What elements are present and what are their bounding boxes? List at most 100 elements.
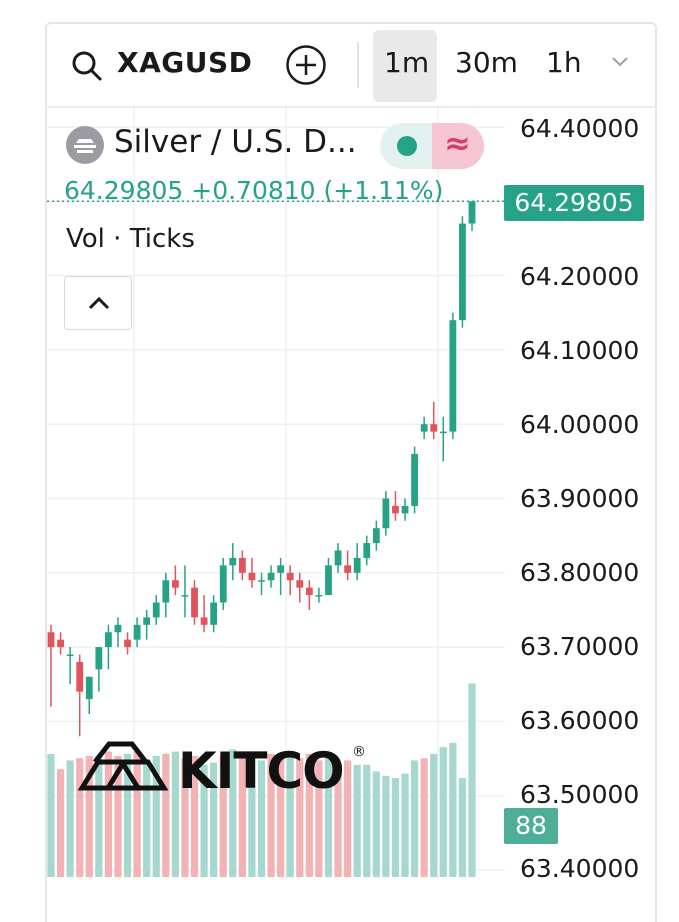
- price-axis-label: 64.10000: [520, 336, 640, 365]
- volume-bar: [181, 758, 189, 877]
- volume-bar: [171, 751, 179, 877]
- market-open-dot-icon: [397, 136, 417, 156]
- volume-bar: [104, 751, 113, 877]
- candle-body: [363, 543, 371, 558]
- candle-body: [162, 580, 170, 603]
- candle-body: [315, 595, 323, 597]
- volume-bar: [420, 758, 428, 877]
- candle-body: [66, 654, 74, 657]
- volume-bar: [296, 758, 304, 877]
- kitco-watermark-logo: KITCO ®: [78, 741, 366, 792]
- search-icon[interactable]: [71, 50, 103, 82]
- volume-bar: [76, 758, 84, 877]
- price-axis-label: 63.90000: [520, 484, 640, 513]
- volume-bar: [449, 742, 457, 877]
- volume-bar: [219, 756, 227, 877]
- silver-symbol-logo: [66, 126, 104, 164]
- market-status-pill[interactable]: ≈: [380, 123, 484, 169]
- volume-bar: [190, 756, 199, 877]
- price-axis-label: 63.40000: [520, 854, 640, 883]
- volume-bar: [324, 756, 333, 877]
- symbol-description[interactable]: Silver / U.S. D...: [114, 124, 357, 160]
- candle-body: [57, 639, 64, 648]
- chevron-down-icon[interactable]: [611, 56, 629, 68]
- kitco-wordmark: KITCO: [178, 742, 344, 792]
- candle-body: [219, 565, 227, 603]
- volume-value-badge: 88: [504, 808, 558, 844]
- candle-body: [468, 201, 476, 224]
- volume-bar: [162, 753, 170, 877]
- candle-body: [248, 572, 256, 581]
- volume-indicator-label[interactable]: Vol · Ticks: [66, 224, 195, 254]
- price-axis-label: 63.80000: [520, 558, 640, 587]
- candle-body: [143, 617, 151, 625]
- interval-1m-button[interactable]: 1m: [373, 30, 437, 102]
- candle-body: [459, 223, 466, 321]
- volume-bar: [85, 756, 93, 877]
- candle-body: [152, 602, 160, 618]
- candle-body: [124, 639, 131, 648]
- price-axis-label: 64.00000: [520, 410, 640, 439]
- toolbar-separator: [357, 42, 359, 88]
- chart-toolbar: XAGUSD 1m 30m 1h: [45, 22, 657, 108]
- volume-bar: [334, 762, 342, 877]
- candle-body: [296, 580, 304, 588]
- registered-mark: ®: [352, 744, 366, 760]
- volume-bar: [257, 760, 266, 877]
- volume-bar: [133, 751, 141, 877]
- data-mode-indicator: ≈: [432, 123, 484, 169]
- volume-bar: [277, 756, 285, 877]
- price-axis-label: 63.50000: [520, 780, 640, 809]
- change-percent: (+1.11%): [323, 176, 444, 205]
- price-change-line: 64.29805 +0.70810 (+1.11%): [64, 176, 443, 205]
- candle-body: [411, 453, 418, 506]
- volume-bar: [391, 778, 400, 877]
- symbol-search-button[interactable]: XAGUSD: [117, 46, 253, 79]
- volume-bar: [238, 758, 246, 877]
- candle-body: [286, 572, 294, 581]
- volume-bar: [382, 775, 390, 877]
- candle-body: [267, 572, 275, 581]
- candle-body: [133, 624, 141, 640]
- candle-body: [105, 632, 112, 648]
- candle-body: [334, 550, 342, 566]
- candle-body: [449, 320, 457, 432]
- approx-wave-icon: ≈: [444, 124, 471, 162]
- candle-body: [305, 587, 313, 596]
- chevron-up-icon: [88, 296, 110, 310]
- volume-bar: [353, 764, 361, 877]
- candle-body: [420, 424, 428, 432]
- candle-body: [210, 602, 218, 625]
- price-axis-label: 64.20000: [520, 262, 640, 291]
- candle-body: [200, 617, 208, 625]
- volume-bar: [248, 753, 256, 877]
- plus-circle-icon[interactable]: [285, 44, 327, 86]
- price-axis-label: 63.70000: [520, 632, 640, 661]
- volume-bar: [458, 778, 467, 877]
- candle-body: [114, 624, 122, 633]
- volume-bar: [372, 771, 380, 877]
- candle-body: [325, 565, 332, 596]
- candle-body: [382, 498, 390, 529]
- market-status-open: [380, 123, 432, 169]
- volume-bar: [267, 753, 275, 877]
- volume-bar: [305, 753, 313, 877]
- collapse-legend-button[interactable]: [64, 276, 132, 330]
- volume-bar: [363, 764, 371, 877]
- candlestick-chart[interactable]: [0, 0, 679, 900]
- volume-bar: [439, 747, 447, 877]
- volume-bar: [229, 749, 237, 877]
- volume-bar: [47, 753, 55, 877]
- interval-1h-button[interactable]: 1h: [546, 46, 582, 79]
- last-price-value: 64.29805: [64, 176, 184, 205]
- candle-body: [171, 580, 179, 588]
- volume-bar: [200, 764, 208, 877]
- candle-body: [47, 632, 55, 648]
- candle-body: [372, 528, 380, 544]
- interval-30m-button[interactable]: 30m: [455, 46, 518, 79]
- interval-1m-label: 1m: [384, 46, 430, 79]
- candle-body: [439, 431, 447, 434]
- volume-bar: [430, 753, 438, 877]
- change-value: +0.70810: [191, 176, 316, 205]
- candle-body: [430, 424, 438, 432]
